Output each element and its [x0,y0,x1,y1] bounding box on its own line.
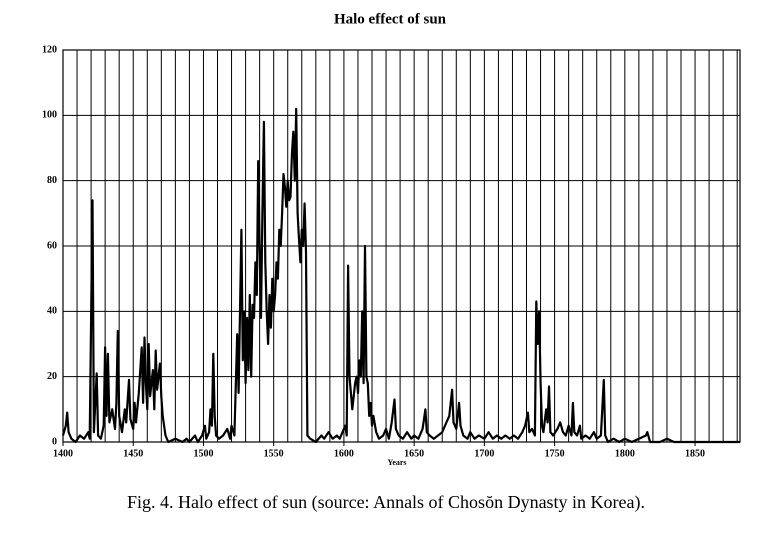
y-tick-label: 60 [47,240,57,251]
x-axis-label: Years [387,458,406,467]
x-tick-label: 1550 [264,448,284,459]
y-tick-label: 100 [42,110,57,121]
x-tick-label: 1850 [685,448,705,459]
chart-title: Halo effect of sun [334,11,447,27]
x-tick-label: 1800 [615,448,635,459]
caption: Fig. 4. Halo effect of sun (source: Anna… [127,492,645,513]
y-tick-label: 80 [47,175,57,186]
y-tick-label: 0 [52,436,57,447]
x-tick-label: 1650 [404,448,424,459]
data-line [61,107,740,444]
x-tick-label: 1500 [193,448,213,459]
x-tick-label: 1750 [545,448,565,459]
x-tick-label: 1400 [53,448,73,459]
y-tick-label: 120 [42,44,57,55]
x-tick-label: 1700 [474,448,494,459]
x-tick-label: 1450 [123,448,143,459]
x-tick-label: 1600 [334,448,354,459]
y-tick-label: 40 [47,306,57,317]
y-tick-label: 20 [47,371,57,382]
